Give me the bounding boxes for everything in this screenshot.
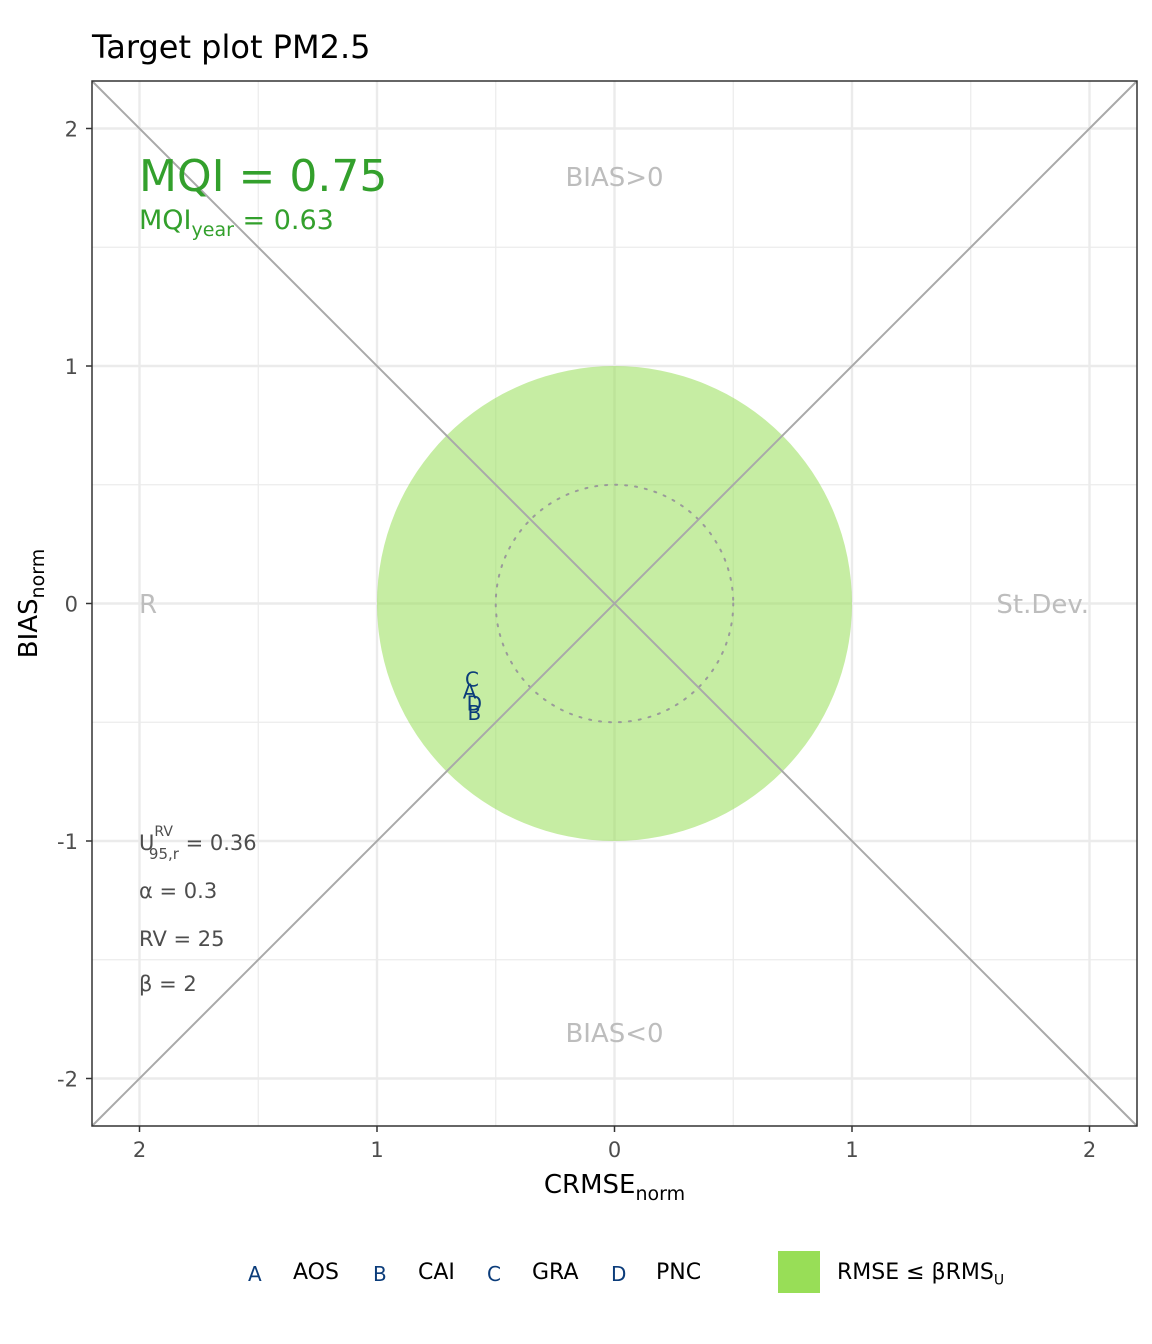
x-tick-label: 2 [1083,1138,1096,1162]
y-tick-label: 0 [65,593,78,617]
quadrant-label-bias-negative: BIAS<0 [565,1019,663,1049]
x-tick-label: 2 [133,1138,146,1162]
diagonal-line [91,80,1138,1127]
quadrant-label-bias-positive: BIAS>0 [565,163,663,193]
legend-label-aos: AOS [293,1260,339,1285]
target-plot: 2 1 0 1 2 -2 -1 0 1 2 CRMSEnorm BIASnorm BIAS>0 BIAS<… [14,80,1138,1205]
legend-key-d: D [611,1262,627,1286]
x-axis-label: CRMSEnorm [544,1170,685,1205]
stat-alpha: α = 0.3 [139,879,217,903]
point-d: D [467,691,482,715]
legend-label-cai: CAI [418,1260,455,1285]
legend-label-target-region: RMSE ≤ βRMSU [837,1260,1005,1289]
stat-rv: RV = 25 [139,927,224,951]
chart-title: Target plot PM2.5 [92,28,371,66]
legend-label-gra: GRA [532,1260,579,1285]
x-tick-label: 1 [370,1138,383,1162]
legend-label-pnc: PNC [656,1260,702,1285]
y-tick-label: -2 [57,1068,78,1092]
stat-u95: URV 95,r = 0.36 [139,824,257,863]
point-b: B [468,701,482,725]
stat-beta: β = 2 [139,972,197,996]
mqi-value: MQI = 0.75 [139,151,387,202]
y-tick-label: 1 [65,355,78,379]
quadrant-label-r: R [139,590,157,620]
y-tick-label: -1 [57,830,78,854]
y-axis-label: BIASnorm [14,549,49,658]
legend-key-b: B [373,1262,387,1286]
x-tick-label: 1 [845,1138,858,1162]
point-c: C [465,668,479,692]
legend-swatch-target-region [778,1251,820,1293]
quadrant-label-stdev: St.Dev. [996,590,1089,620]
legend-key-c: C [487,1262,501,1286]
y-tick-label: 2 [65,118,78,142]
x-tick-label: 0 [608,1138,621,1162]
point-a: A [463,679,477,703]
dotted-circle [494,483,735,724]
mqi-year-value: MQIyear = 0.63 [139,205,334,241]
legend-key-a: A [248,1262,262,1286]
legend: A AOS B CAI C GRA D PNC RMSE ≤ βRMSU [0,1250,1152,1294]
